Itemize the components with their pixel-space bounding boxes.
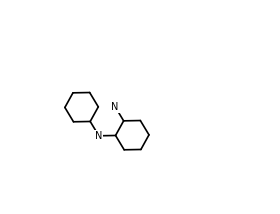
Text: N: N [111,101,119,111]
Text: N: N [95,131,102,141]
